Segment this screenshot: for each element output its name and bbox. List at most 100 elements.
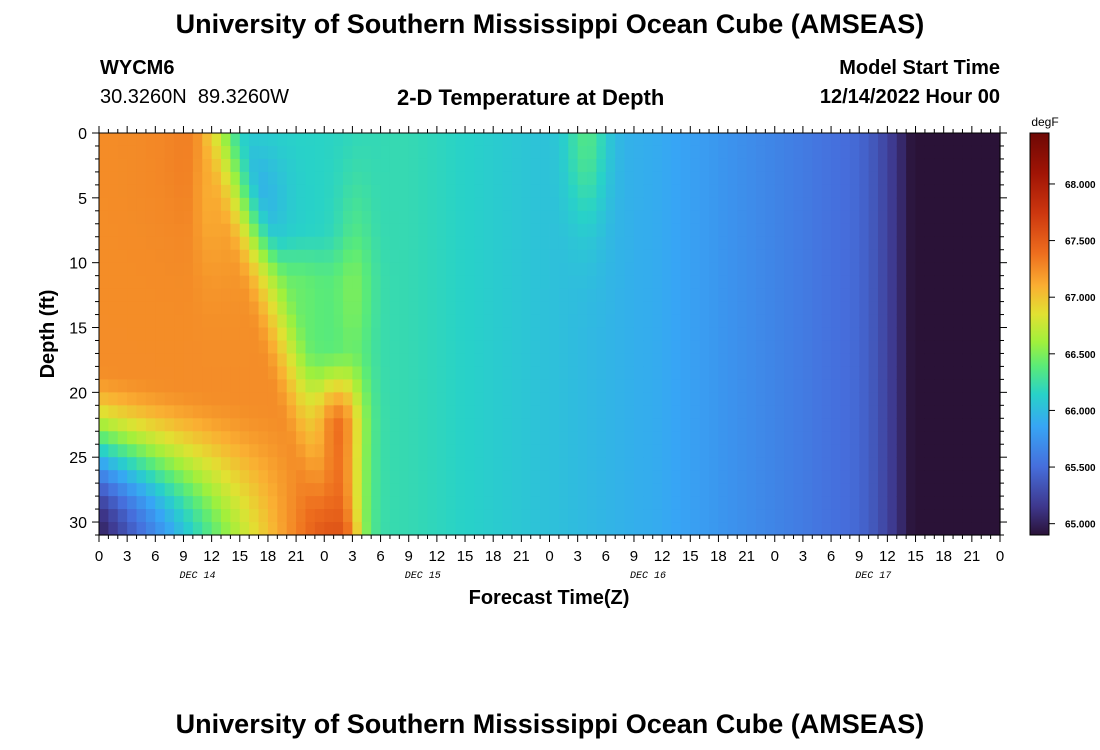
heatmap-cell [436,223,447,238]
heatmap-cell [155,379,166,393]
heatmap-cell [643,275,654,290]
heatmap-cell [155,197,166,212]
heatmap-cell [727,392,738,406]
heatmap-cell [962,301,973,316]
heatmap-cell [202,210,213,225]
heatmap-cell [371,158,382,173]
heatmap-cell [877,301,888,316]
heatmap-cell [831,392,842,406]
heatmap-cell [662,223,673,238]
heatmap-cell [831,184,842,199]
heatmap-cell [662,262,673,277]
heatmap-cell [737,444,748,458]
heatmap-cell [267,158,278,173]
heatmap-cell [887,158,898,173]
heatmap-cell [746,327,757,342]
heatmap-cell [868,275,879,290]
heatmap-cell [549,340,560,355]
heatmap-cell [802,392,813,406]
heatmap-cell [699,470,710,484]
heatmap-cell [540,288,551,303]
heatmap-cell [324,236,335,251]
heatmap-cell [605,158,616,173]
heatmap-cell [877,210,888,225]
heatmap-cell [361,392,372,406]
heatmap-cell [690,262,701,277]
heatmap-cell [812,262,823,277]
heatmap-cell [802,509,813,523]
heatmap-cell [784,314,795,329]
heatmap-cell [239,392,250,406]
heatmap-cell [277,340,288,355]
heatmap-cell [174,379,185,393]
heatmap-cell [859,210,870,225]
heatmap-cell [643,288,654,303]
heatmap-cell [221,470,231,484]
heatmap-cell [962,133,973,147]
heatmap-cell [446,522,457,536]
heatmap-cell [746,340,757,355]
heatmap-cell [267,470,278,484]
heatmap-cell [831,288,842,303]
heatmap-cell [145,496,156,510]
heatmap-cell [436,340,447,355]
heatmap-cell [774,158,785,173]
heatmap-cell [877,418,888,432]
heatmap-cell [211,392,222,406]
heatmap-cell [577,483,588,497]
heatmap-cell [746,223,757,238]
heatmap-cell [230,522,241,536]
heatmap-cell [746,418,757,432]
x-tick-label: 21 [513,548,530,565]
heatmap-cell [446,431,457,445]
heatmap-cell [709,275,720,290]
heatmap-cell [408,223,419,238]
heatmap-cell [455,223,466,238]
heatmap-cell [953,262,964,277]
heatmap-cell [774,249,785,264]
heatmap-cell [558,145,569,160]
heatmap-cell [465,314,476,329]
heatmap-cell [859,522,870,536]
heatmap-cell [868,262,879,277]
heatmap-cell [709,327,720,342]
heatmap-cell [643,522,654,536]
heatmap-cell [718,236,729,251]
heatmap-cell [812,133,823,147]
heatmap-cell [202,457,213,471]
heatmap-cell [849,431,860,445]
heatmap-cell [906,522,917,536]
heatmap-cell [774,392,785,406]
heatmap-cell [755,353,766,368]
heatmap-cell [718,327,729,342]
heatmap-cell [192,171,203,186]
heatmap-cell [849,210,860,225]
heatmap-cell [812,171,823,186]
heatmap-cell [267,236,278,251]
heatmap-cell [221,197,231,212]
heatmap-cell [605,236,616,251]
heatmap-cell [812,197,823,212]
heatmap-cell [136,392,147,406]
heatmap-cell [671,340,682,355]
heatmap-cell [343,457,354,471]
heatmap-cell [718,353,729,368]
heatmap-cell [981,301,992,316]
heatmap-cell [399,496,410,510]
heatmap-cell [530,444,541,458]
heatmap-cell [371,184,382,199]
heatmap-cell [924,288,935,303]
heatmap-cell [493,496,504,510]
heatmap-cell [934,405,945,419]
heatmap-cell [802,236,813,251]
heatmap-cell [277,353,288,368]
heatmap-cell [906,353,917,368]
heatmap-cell [408,509,419,523]
heatmap-cell [765,483,776,497]
heatmap-cell [127,444,138,458]
heatmap-cell [99,262,109,277]
heatmap-cell [277,171,288,186]
heatmap-cell [652,353,663,368]
heatmap-cell [943,353,954,368]
heatmap-cell [643,483,654,497]
